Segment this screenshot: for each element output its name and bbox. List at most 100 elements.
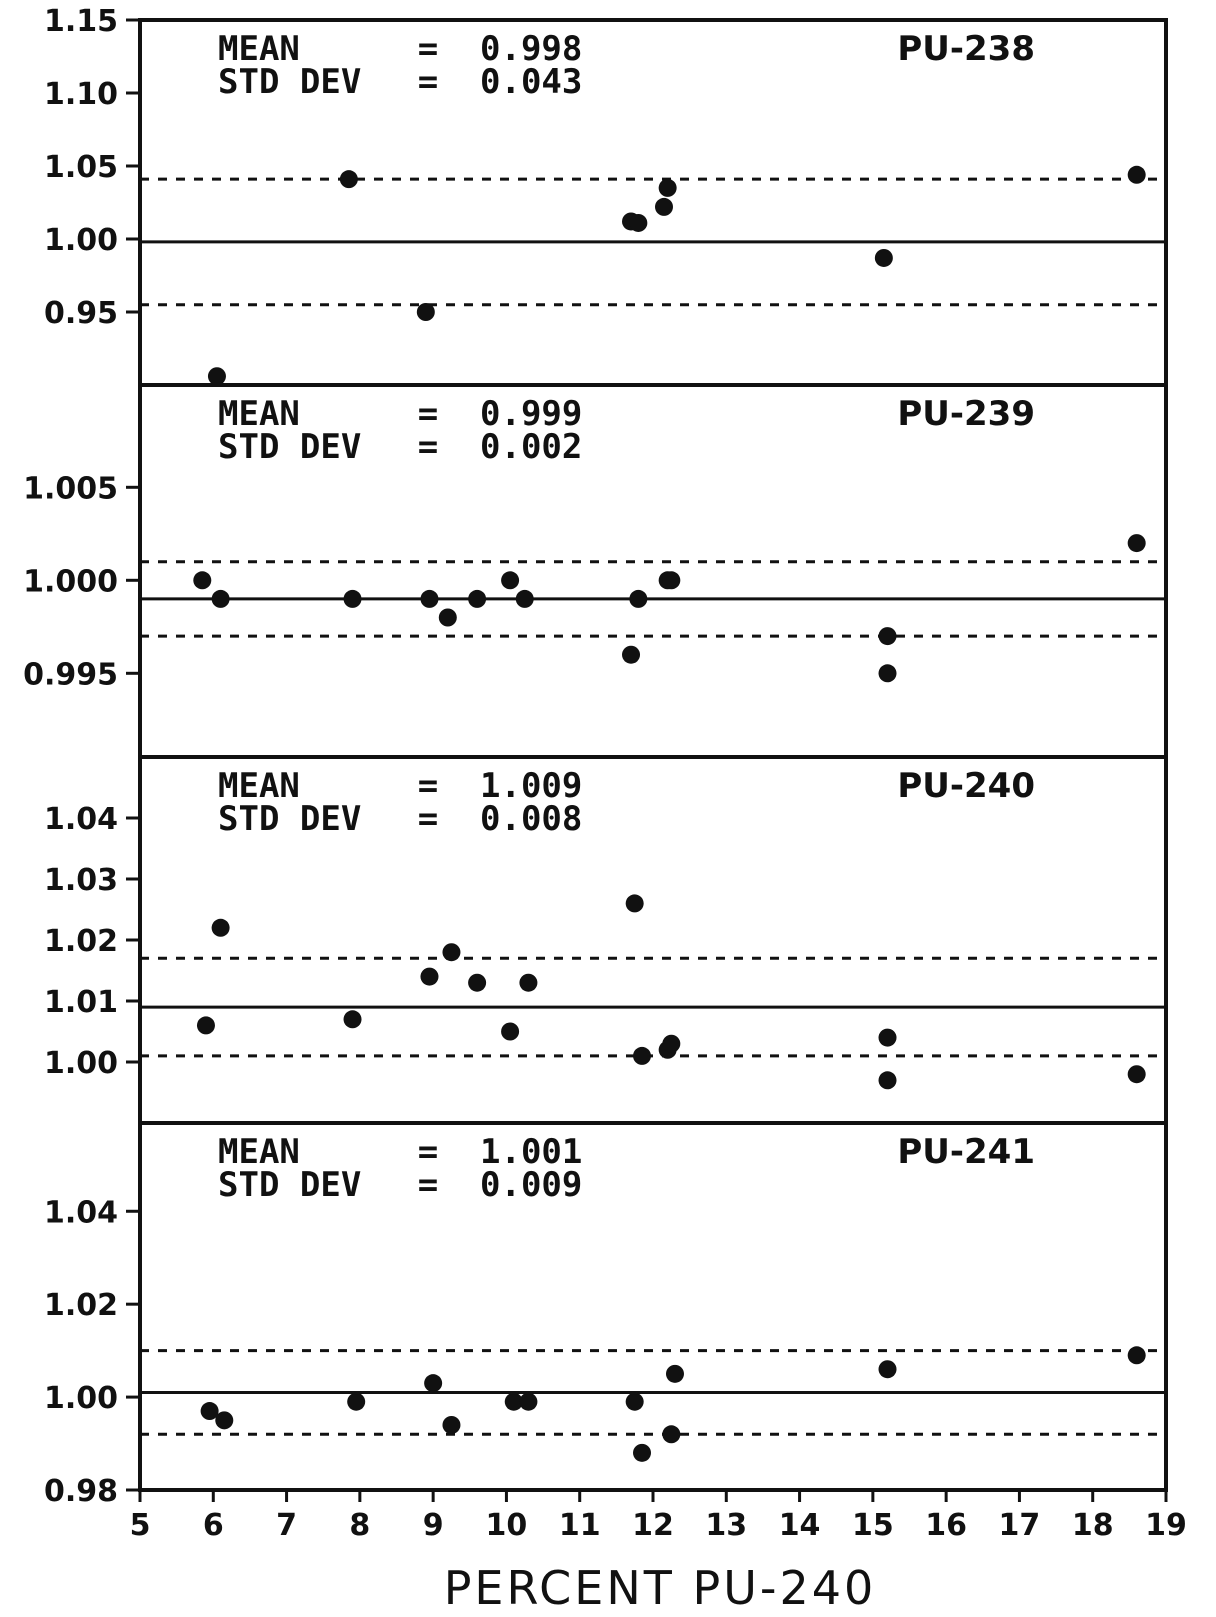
panel-pu-238-y-tick-label: 1.15	[44, 4, 118, 39]
panel-pu-238-isotope-label: PU-238	[897, 29, 1035, 69]
panel-pu-240-mean-equals: =	[418, 766, 438, 806]
panel-pu-239-data-point	[622, 645, 641, 664]
panel-pu-238-y-tick-label: 1.00	[44, 223, 118, 258]
panel-pu-240-y-tick-label: 1.01	[44, 985, 118, 1020]
panel-pu-239-data-point	[1127, 534, 1146, 553]
panel-pu-240-data-point	[1127, 1065, 1146, 1084]
panel-pu-241-data-point	[347, 1392, 366, 1411]
panel-pu-238-mean-equals: =	[418, 29, 438, 69]
panel-pu-238-data-point	[416, 303, 435, 321]
panel-pu-241: 1.04 1.02 1.00 0.98 MEAN = 1.001 STD DEV = 0.009 P…	[44, 1121, 1168, 1509]
x-tick-label: 17	[999, 1508, 1041, 1543]
panel-pu-239-data-point	[468, 589, 487, 608]
x-tick-label: 9	[423, 1508, 444, 1543]
x-tick-label: 14	[779, 1508, 821, 1543]
panel-pu-241-data-point	[633, 1443, 652, 1462]
panel-pu-238-y-tick-label: 0.95	[44, 296, 118, 331]
panel-pu-241-mean-label: MEAN	[218, 1132, 300, 1172]
x-tick-label: 18	[1072, 1508, 1114, 1543]
panel-pu-238-data-point	[874, 248, 893, 267]
panel-pu-240-data-point	[878, 1028, 897, 1047]
panel-pu-239-mean-label: MEAN	[218, 394, 300, 434]
panel-pu-238-mean-value: 0.998	[480, 29, 582, 69]
panel-pu-240-data-point	[501, 1022, 520, 1041]
panel-pu-240-data-point	[211, 918, 230, 937]
panel-pu-241-std-value: 0.009	[480, 1165, 582, 1205]
panel-pu-241-data-point	[424, 1374, 443, 1393]
panel-pu-239-y-tick-label: 1.005	[23, 471, 118, 506]
panel-pu-239-data-point	[662, 571, 681, 590]
panel-pu-241-mean-equals: =	[418, 1132, 438, 1172]
panel-pu-240-data-point	[633, 1046, 652, 1065]
panel-pu-239-std-value: 0.002	[480, 427, 582, 467]
panel-pu-240: 1.04 1.03 1.02 1.01 1.00 MEAN = 1.009 STD DEV = 0.…	[44, 755, 1168, 1125]
panel-pu-240-y-tick-label: 1.00	[44, 1046, 118, 1081]
panel-pu-239-isotope-label: PU-239	[897, 394, 1035, 434]
panel-pu-241-data-point	[504, 1392, 523, 1411]
panel-pu-241-data-point	[665, 1364, 684, 1383]
panel-pu-240-data-point	[878, 1071, 897, 1090]
panel-pu-241-std-label: STD DEV	[218, 1165, 361, 1205]
x-tick-label: 15	[852, 1508, 894, 1543]
x-tick-label: 10	[486, 1508, 528, 1543]
panel-pu-239-data-point	[629, 589, 648, 608]
panel-pu-241-std-equals: =	[418, 1165, 438, 1205]
x-tick-label: 6	[203, 1508, 224, 1543]
panel-pu-240-data-point	[420, 967, 439, 986]
x-tick-label: 12	[632, 1508, 674, 1543]
panel-pu-238-data-point	[1127, 165, 1146, 184]
panel-pu-238-y-tick-label: 1.10	[44, 77, 118, 112]
panel-pu-240-y-tick-label: 1.03	[44, 863, 118, 898]
x-tick-label: 19	[1145, 1508, 1187, 1543]
panel-pu-239-mean-equals: =	[418, 394, 438, 434]
panel-pu-241-y-tick-label: 1.04	[44, 1195, 118, 1230]
panel-pu-239-std-equals: =	[418, 427, 438, 467]
panel-pu-240-data-point	[468, 973, 487, 992]
panel-pu-240-data-point	[343, 1010, 362, 1029]
panel-pu-240-std-label: STD DEV	[218, 799, 361, 839]
panel-pu-239-data-point	[211, 589, 230, 608]
x-tick-label: 7	[276, 1508, 297, 1543]
panel-pu-238-std-value: 0.043	[480, 62, 582, 102]
panel-pu-239-std-label: STD DEV	[218, 427, 361, 467]
panel-pu-238-y-tick-label: 1.05	[44, 150, 118, 185]
x-axis: 5 6 7 8 9 10 11 12 13 14 15 16 17 18 19	[130, 1490, 1187, 1543]
x-tick-label: 8	[349, 1508, 370, 1543]
panel-pu-238-mean-label: MEAN	[218, 29, 300, 69]
panel-pu-240-data-point	[662, 1034, 681, 1053]
panel-pu-241-data-point	[625, 1392, 644, 1411]
panel-pu-238-data-point	[207, 367, 226, 386]
panel-pu-239-data-point	[878, 627, 897, 646]
x-tick-label: 13	[705, 1508, 747, 1543]
panel-pu-239-data-point	[515, 589, 534, 608]
panel-pu-238-std-equals: =	[418, 62, 438, 102]
panel-pu-241-data-point	[519, 1392, 538, 1411]
panel-pu-240-isotope-label: PU-240	[897, 766, 1035, 806]
x-tick-label: 11	[559, 1508, 601, 1543]
panel-pu-240-y-tick-label: 1.04	[44, 802, 118, 837]
panel-pu-241-data-point	[200, 1402, 219, 1421]
panel-pu-239-y-tick-label: 1.000	[23, 564, 118, 599]
panel-pu-240-data-point	[519, 973, 538, 992]
panel-pu-238-data-point	[629, 213, 648, 232]
panel-pu-238-data-point	[339, 170, 358, 189]
panel-pu-241-data-point	[442, 1415, 461, 1434]
panel-pu-238: 1.15 1.10 1.05 1.00 0.95 MEAN = 0.998 STD DEV = 0.…	[44, 4, 1168, 387]
panel-pu-239-data-point	[193, 571, 212, 590]
panel-pu-240-mean-value: 1.009	[480, 766, 582, 806]
panel-pu-241-y-tick-label: 1.00	[44, 1381, 118, 1416]
panel-pu-238-std-label: STD DEV	[218, 62, 361, 102]
panel-pu-238-data-point	[654, 197, 673, 216]
panel-pu-241-y-tick-label: 1.02	[44, 1288, 118, 1323]
panel-pu-241-data-point	[1127, 1346, 1146, 1365]
panel-pu-240-data-point	[625, 894, 644, 913]
panel-pu-240-mean-label: MEAN	[218, 766, 300, 806]
panel-pu-239-data-point	[878, 664, 897, 683]
panel-pu-239-data-point	[438, 608, 457, 627]
panel-pu-241-data-point	[878, 1360, 897, 1379]
panel-pu-240-data-point	[442, 943, 461, 962]
panel-pu-241-isotope-label: PU-241	[897, 1132, 1035, 1172]
panel-pu-241-y-tick-label: 0.98	[44, 1474, 118, 1509]
panel-pu-241-data-point	[662, 1425, 681, 1444]
